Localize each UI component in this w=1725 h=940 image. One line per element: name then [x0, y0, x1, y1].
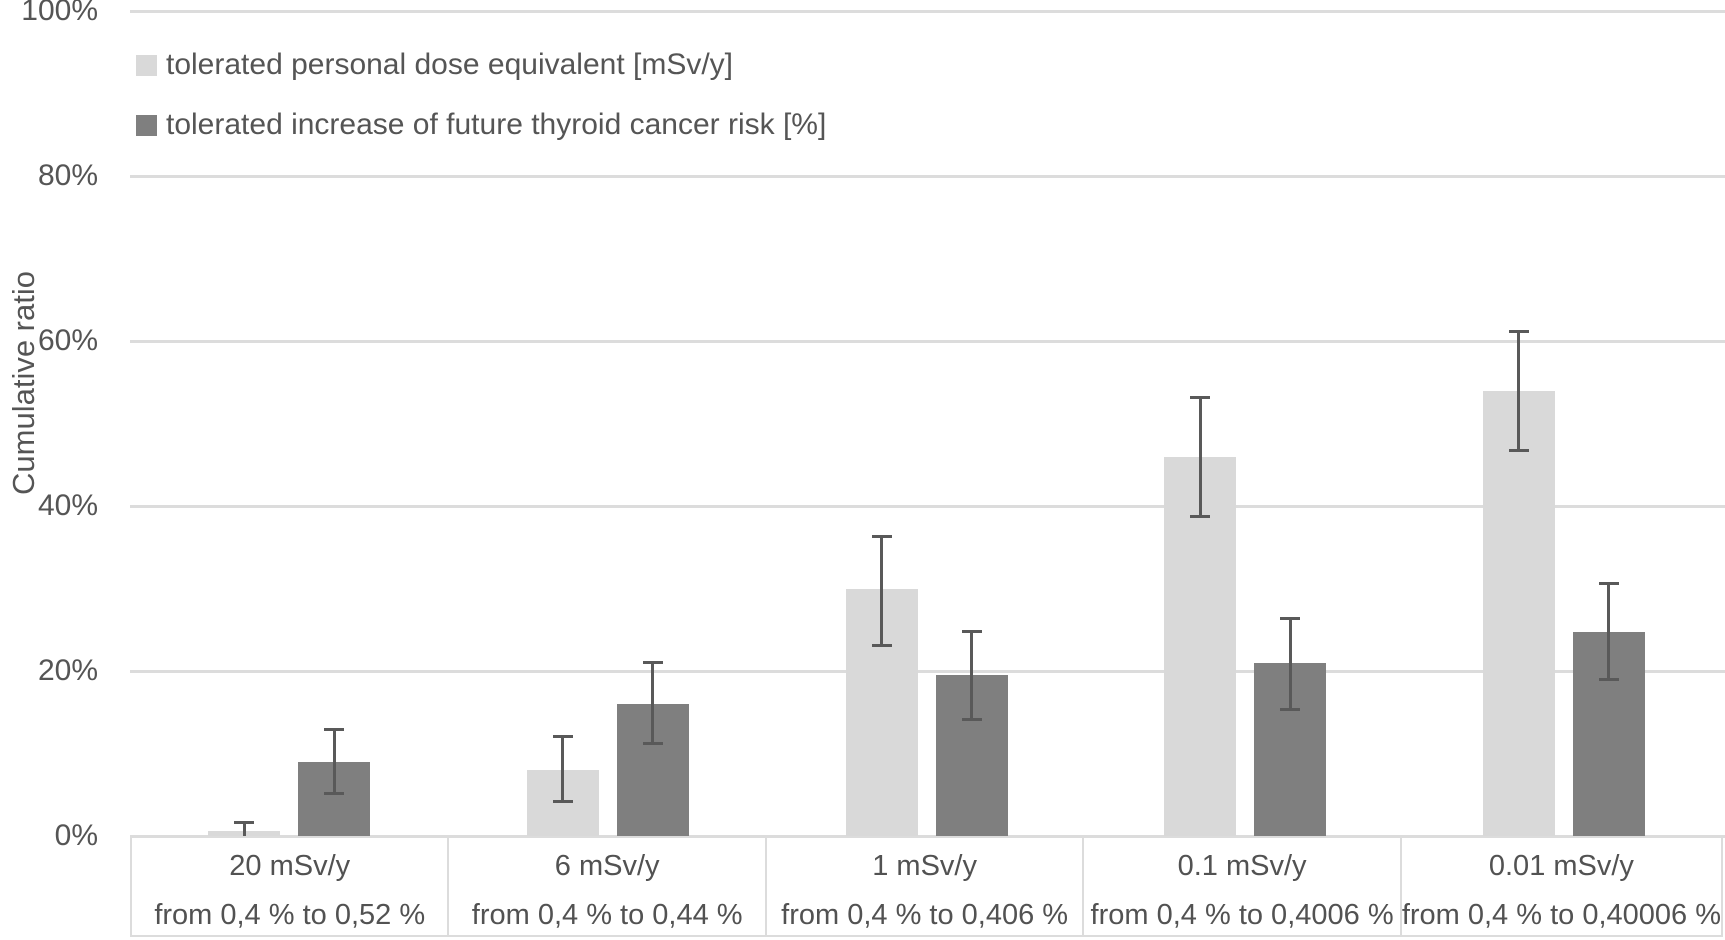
legend-swatch-series1 [136, 54, 157, 76]
legend-entry-1: tolerated personal dose equivalent [mSv/… [136, 45, 826, 85]
y-tick-label-20: 20% [37, 654, 98, 687]
x-category-sublabel-2: from 0,4 % to 0,44 % [471, 899, 743, 931]
error-cap-top-series1-cat4 [1190, 396, 1211, 400]
y-tick-label-40: 40% [37, 489, 98, 522]
error-cap-bottom-series2-cat4 [1280, 707, 1301, 711]
x-category-sublabel-1: from 0,4 % to 0,52 % [154, 899, 426, 931]
legend-entry-2: tolerated increase of future thyroid can… [136, 105, 826, 145]
gridline-100 [130, 10, 1725, 13]
error-cap-bottom-series2-cat5 [1598, 678, 1619, 682]
error-whisker-series1-cat1 [242, 821, 246, 836]
gridline-40 [130, 505, 1725, 508]
error-whisker-series2-cat1 [332, 728, 336, 794]
y-tick-label-0: 0% [54, 819, 98, 852]
x-category-cell-4: 0.1 mSv/y from 0,4 % to 0,4006 % [1082, 836, 1399, 935]
error-whisker-series2-cat4 [1288, 618, 1292, 709]
y-tick-label-80: 80% [37, 159, 98, 192]
legend-swatch-series2 [136, 114, 157, 136]
error-cap-top-series2-cat1 [324, 727, 345, 731]
x-category-label-4: 0.1 mSv/y [1177, 850, 1307, 882]
gridline-0 [130, 835, 1725, 838]
error-cap-top-series2-cat2 [642, 660, 663, 664]
x-category-label-1: 20 mSv/y [229, 850, 351, 882]
error-cap-bottom-series1-cat2 [552, 800, 573, 804]
x-category-label-5: 0.01 mSv/y [1488, 850, 1634, 882]
legend-label-series2: tolerated increase of future thyroid can… [166, 108, 827, 141]
gridline-60 [130, 340, 1725, 343]
error-whisker-series1-cat3 [880, 535, 883, 645]
error-cap-bottom-series2-cat2 [642, 741, 663, 745]
error-cap-bottom-series1-cat4 [1190, 514, 1211, 518]
error-whisker-series2-cat5 [1607, 582, 1611, 680]
x-axis-label-box: 20 mSv/y from 0,4 % to 0,52 % 6 mSv/y from … [130, 836, 1723, 937]
error-cap-top-series1-cat1 [234, 820, 255, 824]
error-cap-bottom-series1-cat5 [1508, 448, 1529, 452]
error-cap-top-series1-cat3 [871, 534, 892, 538]
x-category-sublabel-4: from 0,4 % to 0,4006 % [1090, 899, 1394, 931]
y-tick-label-60: 60% [37, 324, 98, 357]
error-cap-top-series2-cat5 [1598, 581, 1619, 585]
x-category-cell-3: 1 mSv/y from 0,4 % to 0,406 % [764, 836, 1082, 935]
error-whisker-series2-cat3 [970, 631, 973, 719]
error-cap-bottom-series2-cat3 [961, 717, 982, 721]
y-tick-label-100: 100% [21, 0, 98, 27]
x-category-cell-1: 20 mSv/y from 0,4 % to 0,52 % [132, 836, 447, 935]
error-cap-bottom-series1-cat3 [871, 643, 892, 647]
x-category-sublabel-3: from 0,4 % to 0,406 % [781, 899, 1069, 931]
y-axis-title: Cumulative ratio [6, 271, 41, 495]
bar-series1-cat4 [1164, 456, 1237, 836]
error-cap-bottom-series2-cat1 [324, 792, 345, 796]
error-cap-top-series2-cat3 [961, 630, 982, 634]
x-category-cell-5: 0.01 mSv/y from 0,4 % to 0,40006 % [1399, 836, 1721, 935]
error-whisker-series1-cat2 [561, 736, 565, 802]
gridline-80 [130, 175, 1725, 178]
error-cap-top-series1-cat5 [1508, 330, 1529, 334]
x-category-sublabel-5: from 0,4 % to 0,40006 % [1401, 899, 1721, 931]
bar-series1-cat5 [1482, 390, 1555, 836]
x-category-label-3: 1 mSv/y [872, 850, 977, 882]
x-category-cell-2: 6 mSv/y from 0,4 % to 0,44 % [447, 836, 764, 935]
error-cap-top-series2-cat4 [1280, 617, 1301, 621]
chart-legend: tolerated personal dose equivalent [mSv/… [136, 45, 826, 165]
x-category-label-2: 6 mSv/y [554, 850, 660, 882]
error-whisker-series2-cat2 [651, 661, 655, 743]
legend-label-series1: tolerated personal dose equivalent [mSv/… [166, 48, 733, 81]
gridline-20 [130, 670, 1725, 673]
error-whisker-series1-cat5 [1517, 331, 1521, 450]
error-cap-top-series1-cat2 [552, 735, 573, 739]
error-whisker-series1-cat4 [1198, 397, 1202, 516]
